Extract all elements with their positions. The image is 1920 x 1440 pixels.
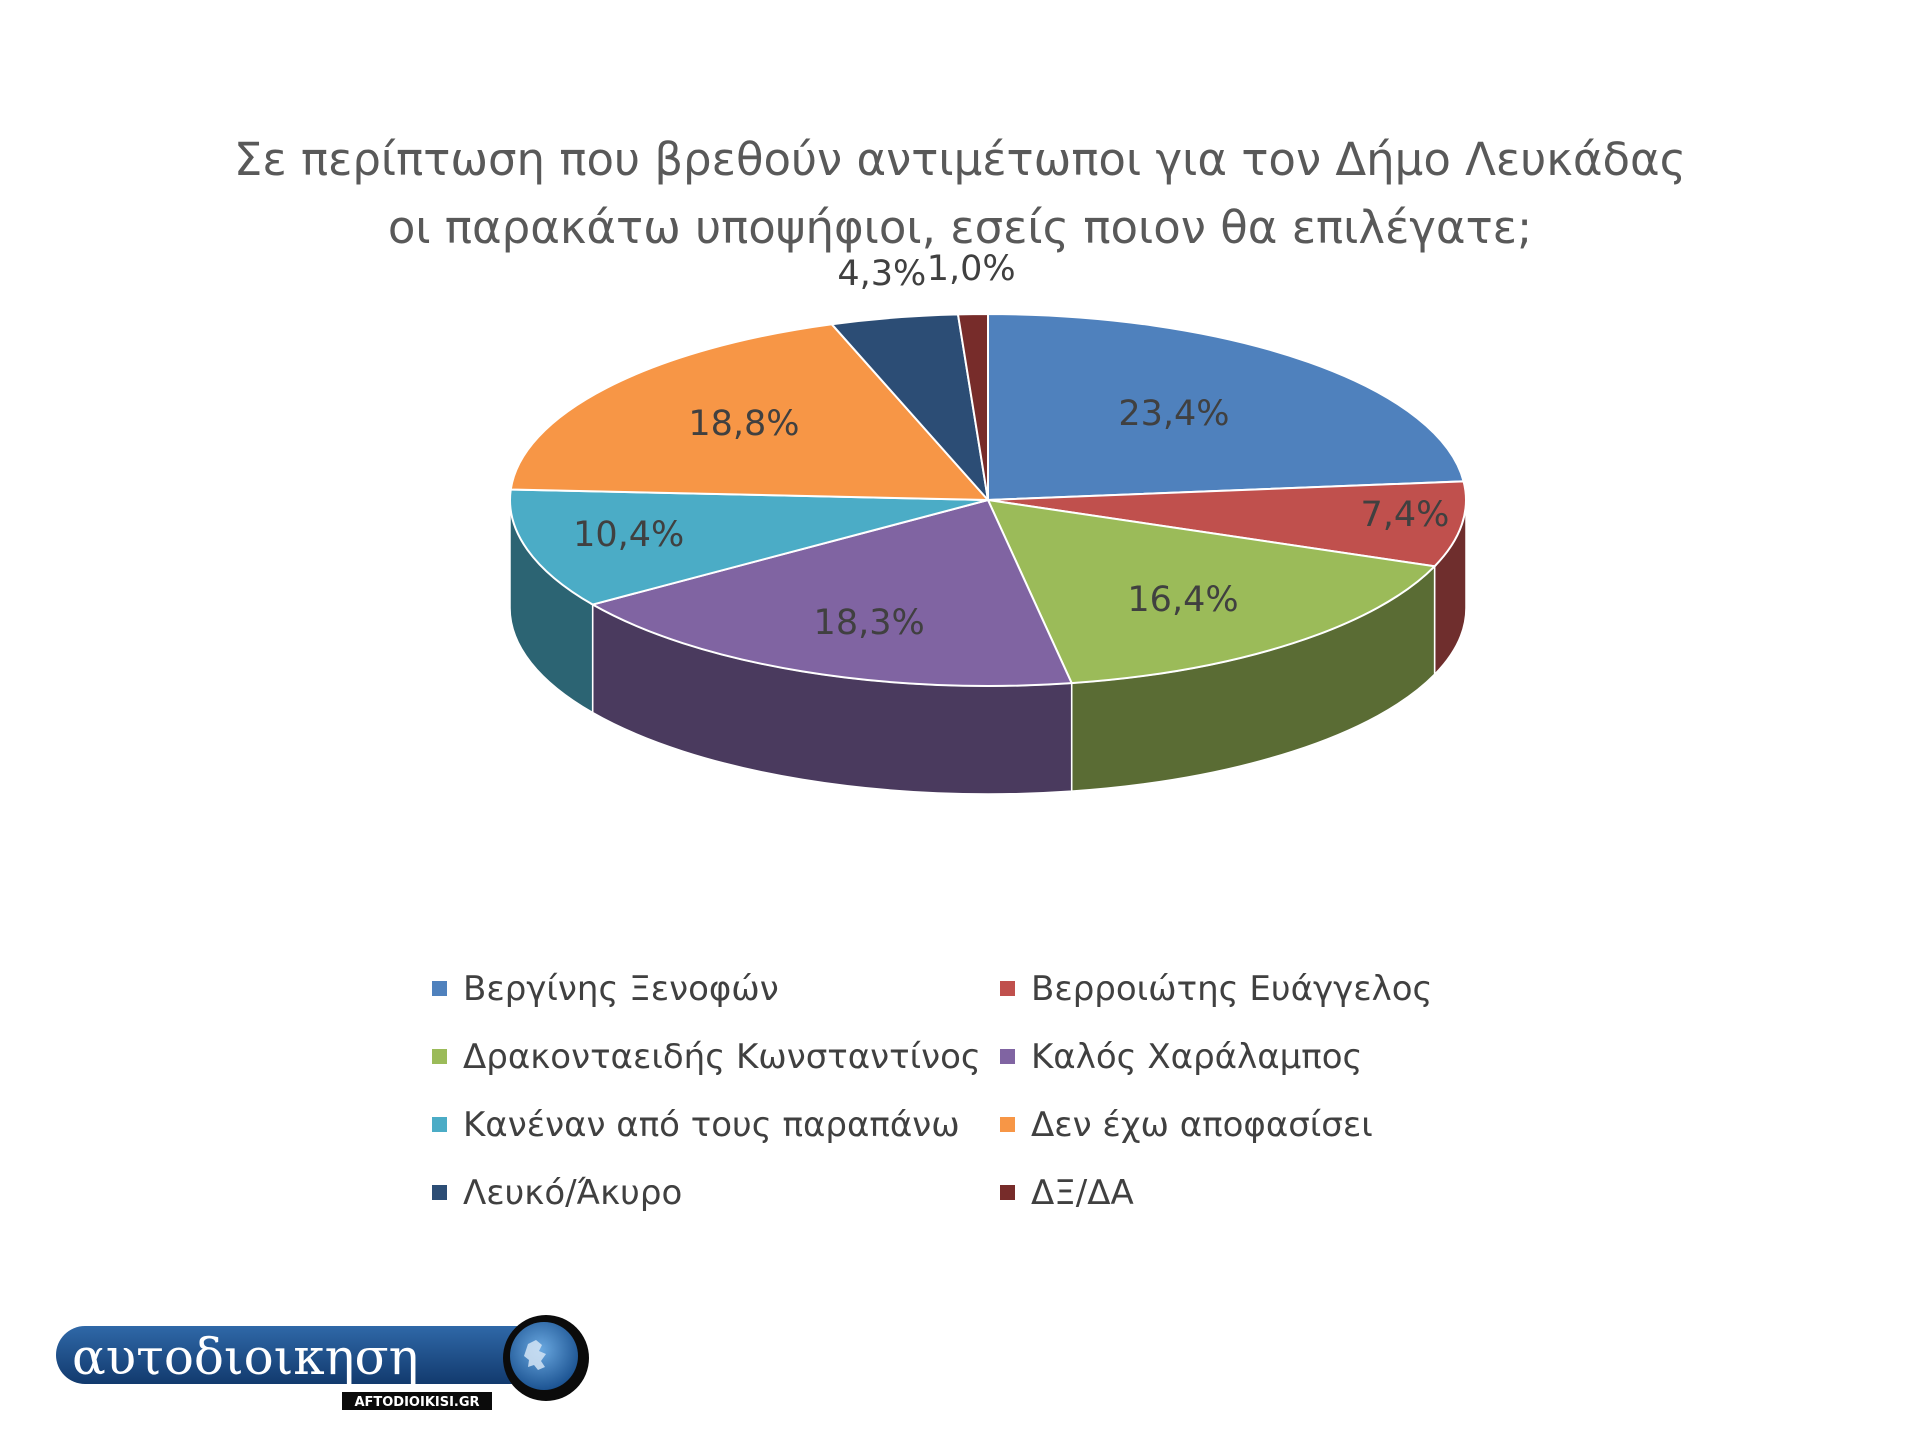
data-label-leuko-akyro: 4,3% xyxy=(837,253,927,294)
pie-slice-kanenan xyxy=(509,488,989,606)
legend-label: Καλός Χαράλαμπος xyxy=(1031,1036,1363,1077)
pie-slice-dx-da xyxy=(956,312,989,501)
legend-swatch xyxy=(432,1049,447,1064)
logo-text: αυτοδιοικηση xyxy=(72,1328,419,1386)
chart-title-line-2: οι παρακάτω υποψήφιοι, εσείς ποιον θα επ… xyxy=(387,201,1533,254)
legend-swatch xyxy=(1000,1049,1015,1064)
pie-slice-drakontaeidis xyxy=(986,498,1437,685)
pie-slice-vergini xyxy=(987,312,1465,502)
legend-item: Βερροιώτης Ευάγγελος xyxy=(1000,966,1500,1011)
legend-item: Βεργίνης Ξενοφών xyxy=(432,966,1000,1011)
legend-label: Λευκό/Άκυρο xyxy=(463,1172,683,1213)
data-label-dx-da: 1,0% xyxy=(926,249,1016,290)
legend-item: Λευκό/Άκυρο xyxy=(432,1170,1000,1215)
legend-item: Δεν έχω αποφασίσει xyxy=(1000,1102,1500,1147)
legend-label: Βεργίνης Ξενοφών xyxy=(463,968,779,1009)
legend: Βεργίνης Ξενοφών Βερροιώτης Ευάγγελος Δρ… xyxy=(432,966,1532,1215)
legend-item: Καλός Χαράλαμπος xyxy=(1000,1034,1500,1079)
pie-slice-den-apofasisei xyxy=(509,323,991,502)
data-label-drakontaeidis: 16,4% xyxy=(1127,580,1239,621)
pie-top-face xyxy=(509,312,1467,687)
data-label-kalos: 18,3% xyxy=(813,603,925,644)
legend-swatch xyxy=(432,981,447,996)
legend-swatch xyxy=(1000,981,1015,996)
data-label-verroiotis: 7,4% xyxy=(1360,494,1450,535)
data-label-den-apofasisei: 18,8% xyxy=(688,403,800,444)
legend-label: Βερροιώτης Ευάγγελος xyxy=(1031,968,1433,1009)
legend-swatch xyxy=(432,1185,447,1200)
pie-slice-verroiotis xyxy=(987,480,1467,568)
legend-label: ΔΞ/ΔΑ xyxy=(1031,1172,1134,1213)
legend-item: ΔΞ/ΔΑ xyxy=(1000,1170,1500,1215)
aftodioikisi-logo: αυτοδιοικηση AFTODIOIKISI.GR xyxy=(56,1315,589,1410)
chart-title-line-1: Σε περίπτωση που βρεθούν αντιμέτωποι για… xyxy=(233,133,1687,186)
legend-label: Δεν έχω αποφασίσει xyxy=(1031,1104,1373,1145)
chart-title: Σε περίπτωση που βρεθούν αντιμέτωποι για… xyxy=(0,126,1920,262)
legend-label: Κανέναν από τους παραπάνω xyxy=(463,1104,960,1145)
data-label-kanenan: 10,4% xyxy=(573,514,685,555)
legend-item: Δρακονταειδής Κωνσταντίνος xyxy=(432,1034,1000,1079)
data-label-vergini: 23,4% xyxy=(1118,394,1230,435)
logo-subtext: AFTODIOIKISI.GR xyxy=(354,1395,479,1410)
legend-swatch xyxy=(1000,1117,1015,1132)
legend-swatch xyxy=(1000,1185,1015,1200)
legend-label: Δρακονταειδής Κωνσταντίνος xyxy=(463,1036,981,1077)
legend-swatch xyxy=(432,1117,447,1132)
pie-slice-kalos xyxy=(590,498,1074,687)
legend-item: Κανέναν από τους παραπάνω xyxy=(432,1102,1000,1147)
